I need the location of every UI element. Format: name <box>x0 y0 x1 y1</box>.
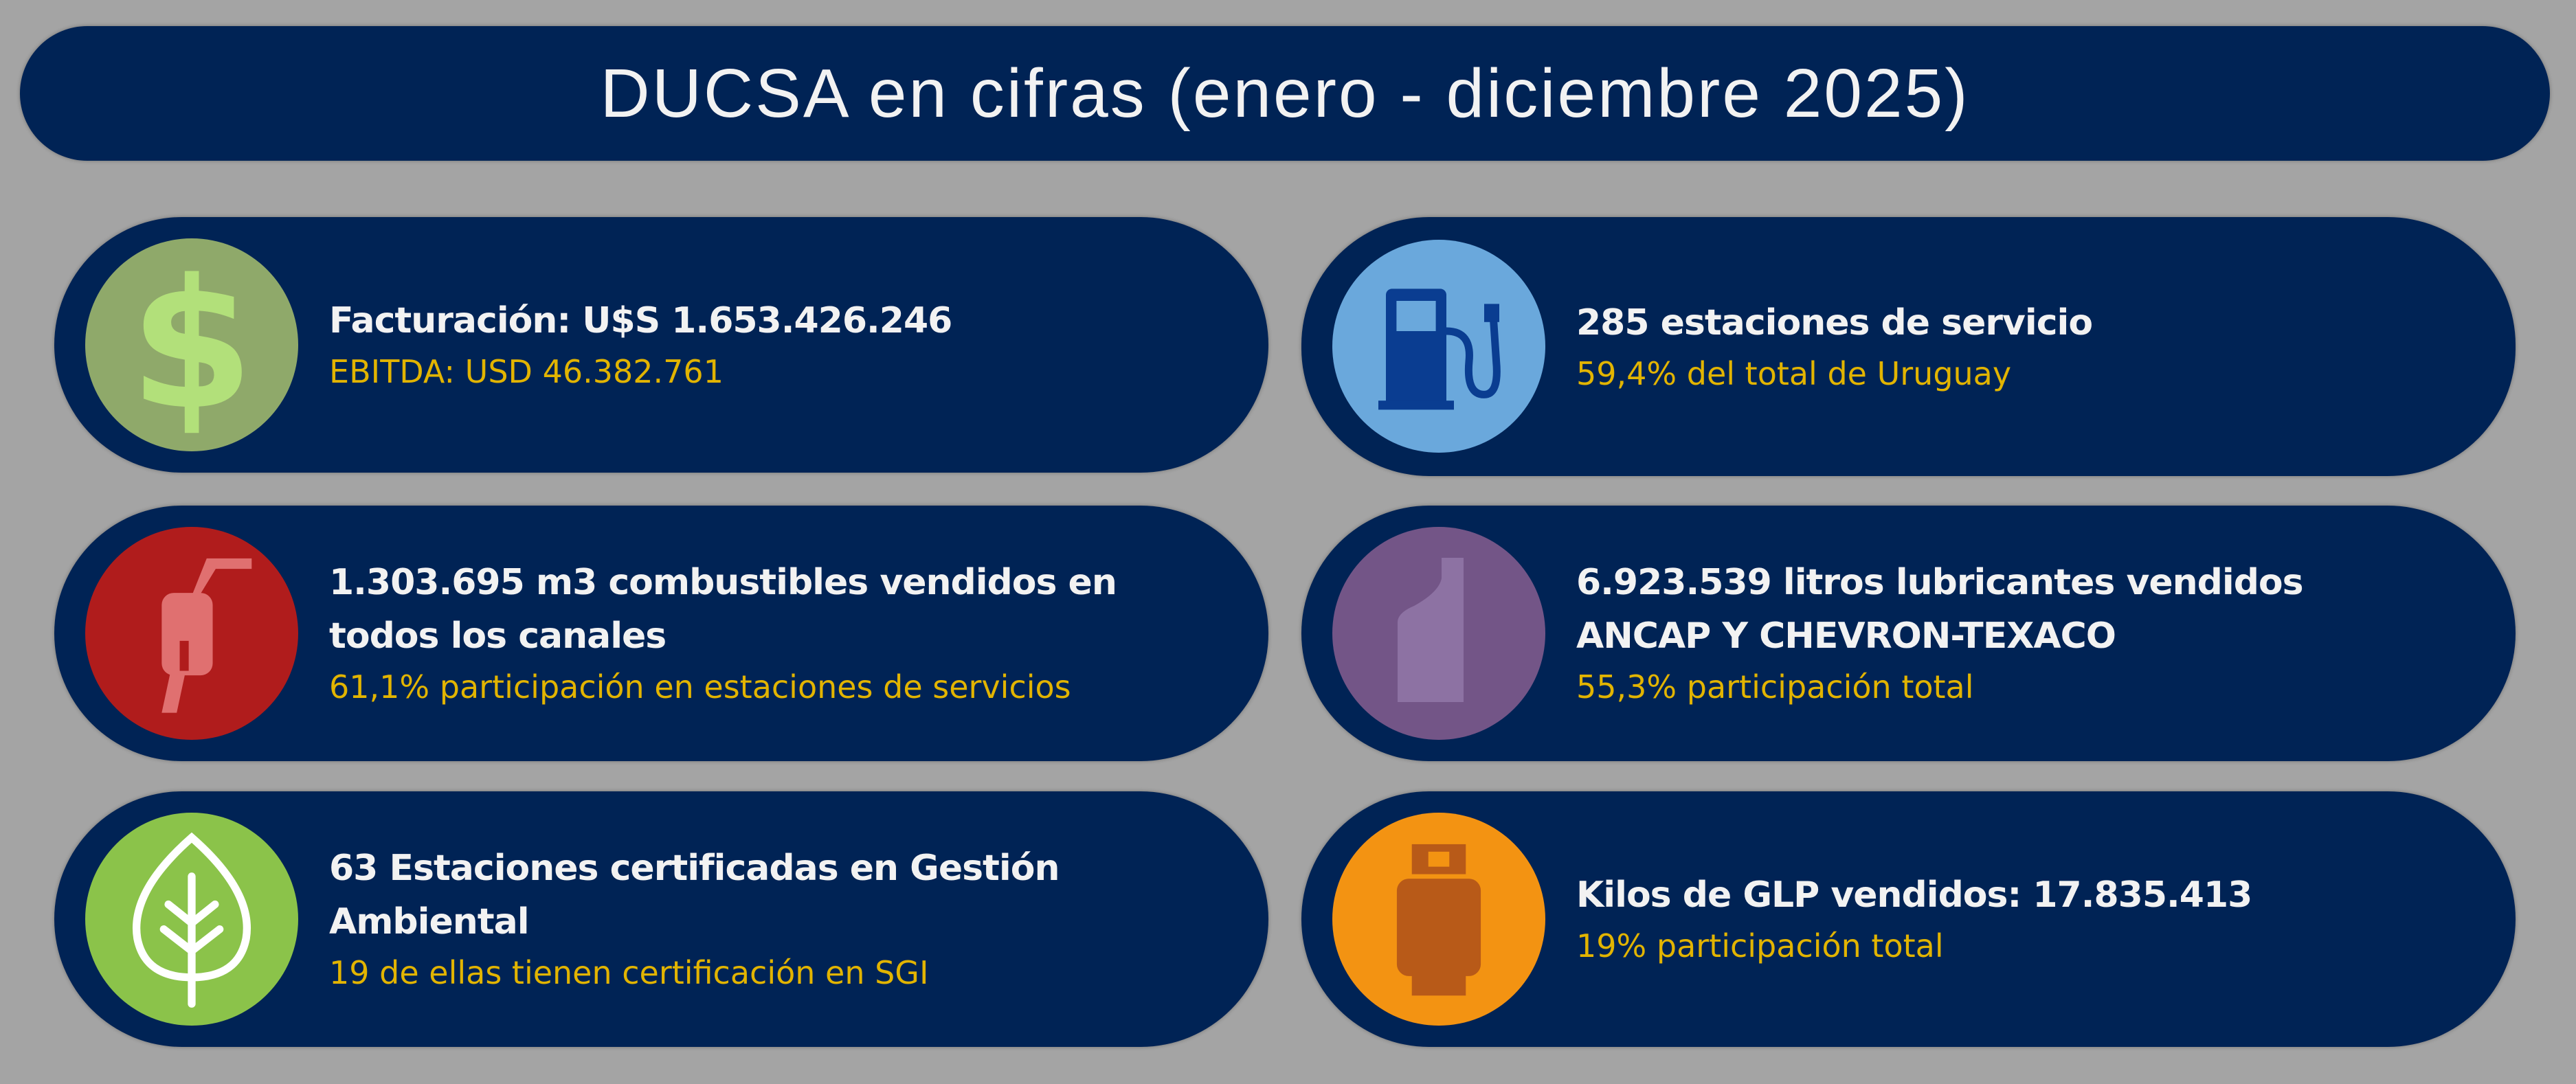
card-main-text: Kilos de GLP vendidos: 17.835.413 <box>1576 874 2252 916</box>
card-glp: Kilos de GLP vendidos: 17.835.413 19% pa… <box>1301 791 2516 1047</box>
card-combustibles: 1.303.695 m3 combustibles vendidos en to… <box>54 506 1268 761</box>
card-sub-text: 61,1% participación en estaciones de ser… <box>329 668 1071 705</box>
card-lubricantes: 6.923.539 litros lubricantes vendidos AN… <box>1301 506 2516 761</box>
card-main-text: 1.303.695 m3 combustibles vendidos en to… <box>329 562 1117 657</box>
card-sub-text: 55,3% participación total <box>1576 668 1974 705</box>
leaf-icon <box>85 813 298 1026</box>
dollar-icon: $ <box>85 238 298 451</box>
card-main-text: 285 estaciones de servicio <box>1576 302 2093 343</box>
card-main-text: 6.923.539 litros lubricantes vendidos AN… <box>1576 562 2304 657</box>
lubricant-bottle-icon <box>1332 527 1545 740</box>
svg-text:$: $ <box>130 256 254 434</box>
card-sub-text: 19 de ellas tienen certificación en SGI <box>329 954 929 991</box>
page-title: DUCSA en cifras (enero - diciembre 2025) <box>600 54 1970 132</box>
card-main-text: Facturación: U$S 1.653.426.246 <box>329 300 952 341</box>
card-estaciones: 285 estaciones de servicio 59,4% del tot… <box>1301 217 2516 476</box>
card-gestion-ambiental: 63 Estaciones certificadas en Gestión Am… <box>54 791 1268 1047</box>
gas-station-icon <box>1332 240 1545 453</box>
card-sub-text: 59,4% del total de Uruguay <box>1576 354 2012 392</box>
fuel-nozzle-icon <box>85 527 298 740</box>
card-sub-text: 19% participación total <box>1576 927 1944 964</box>
gas-cylinder-icon <box>1332 813 1545 1026</box>
card-main-text: 63 Estaciones certificadas en Gestión Am… <box>329 848 1060 942</box>
card-facturacion: $ Facturación: U$S 1.653.426.246 EBITDA:… <box>54 217 1268 473</box>
card-sub-text: EBITDA: USD 46.382.761 <box>329 353 724 390</box>
title-banner: DUCSA en cifras (enero - diciembre 2025) <box>20 26 2550 161</box>
